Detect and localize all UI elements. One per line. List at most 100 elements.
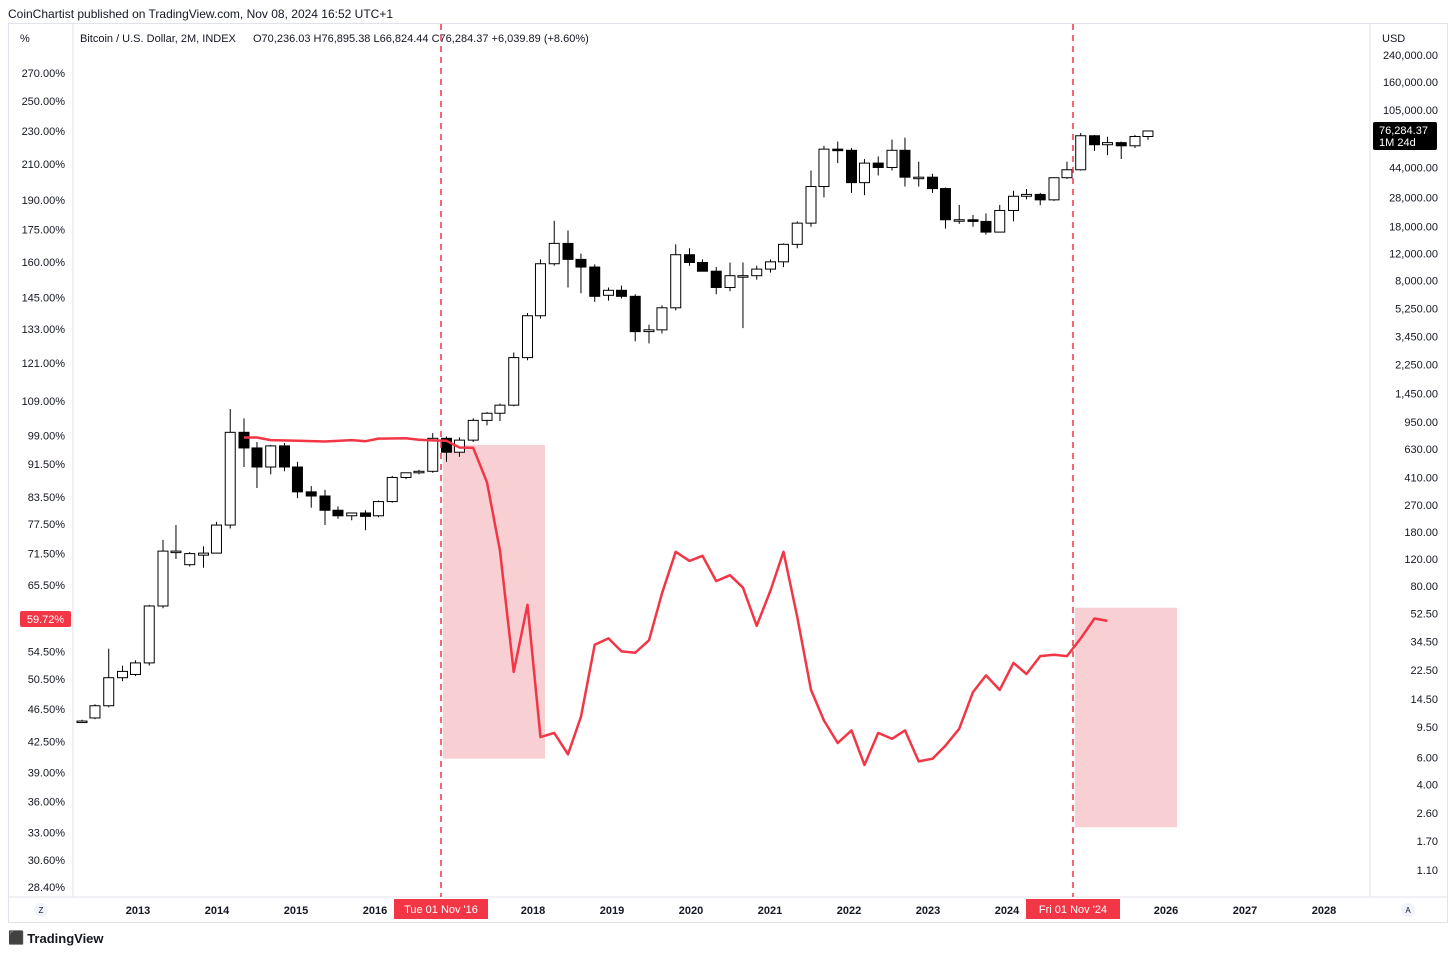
candle-body bbox=[643, 329, 655, 333]
candle-body bbox=[1129, 135, 1141, 147]
left-tick-label: 121.00% bbox=[22, 358, 66, 370]
right-tick-label: 22.50 bbox=[1410, 665, 1438, 677]
right-tick-label: 80.00 bbox=[1410, 581, 1438, 593]
candle-body bbox=[899, 149, 911, 178]
right-tick-label: 34.50 bbox=[1410, 637, 1438, 649]
right-tick-label: 9.50 bbox=[1417, 722, 1438, 734]
ratio-line bbox=[244, 436, 1108, 767]
left-tick-label: 36.00% bbox=[28, 796, 66, 808]
chart-frame[interactable] bbox=[8, 23, 1448, 923]
symbol-title: Bitcoin / U.S. Dollar, 2M, INDEX bbox=[80, 33, 237, 45]
candle-body bbox=[1075, 135, 1087, 171]
candlestick-series bbox=[76, 130, 1154, 724]
left-tick-label: 30.60% bbox=[28, 855, 66, 867]
right-unit-label: USD bbox=[1382, 33, 1405, 45]
right-tick-label: 14.50 bbox=[1410, 694, 1438, 706]
right-tick-label: 8,000.00 bbox=[1395, 275, 1438, 287]
current-percent-badge bbox=[20, 611, 71, 627]
candle-body bbox=[224, 431, 236, 526]
left-tick-label: 175.00% bbox=[22, 225, 66, 237]
candle-body bbox=[1048, 177, 1060, 201]
candle-body bbox=[656, 307, 668, 331]
left-tick-label: 109.00% bbox=[22, 396, 66, 408]
time-tick-label: 2014 bbox=[205, 905, 230, 917]
candle-body bbox=[76, 720, 88, 724]
time-tick-label: 2024 bbox=[995, 905, 1020, 917]
time-tick-label: 2018 bbox=[521, 905, 545, 917]
candle-body bbox=[1101, 142, 1113, 146]
bar-countdown-label: 1M 24d bbox=[1379, 137, 1416, 149]
left-unit-label: % bbox=[20, 33, 30, 45]
candle-body bbox=[467, 419, 479, 441]
right-tick-label: 18,000.00 bbox=[1389, 222, 1438, 234]
zoom-button[interactable] bbox=[34, 903, 48, 917]
tradingview-brand[interactable]: ⬛ TradingView bbox=[8, 930, 104, 946]
left-tick-label: 77.50% bbox=[28, 519, 66, 531]
left-tick-label: 145.00% bbox=[22, 293, 66, 305]
right-tick-label: 240,000.00 bbox=[1383, 50, 1438, 62]
candle-body bbox=[1008, 195, 1019, 211]
right-tick-label: 410.00 bbox=[1404, 472, 1438, 484]
date-marker-badge bbox=[394, 899, 488, 919]
candle-body bbox=[413, 470, 425, 474]
time-tick-label: 2021 bbox=[758, 905, 782, 917]
candle-body bbox=[1061, 169, 1073, 179]
auto-scale-button[interactable] bbox=[1401, 903, 1415, 917]
candle-body bbox=[184, 553, 196, 566]
candle-body bbox=[724, 275, 736, 288]
candle-body bbox=[562, 242, 574, 260]
candle-body bbox=[953, 219, 965, 222]
candle-body bbox=[534, 263, 546, 317]
candle-body bbox=[994, 209, 1006, 233]
candle-body bbox=[737, 275, 749, 278]
left-tick-label: 39.00% bbox=[28, 767, 66, 779]
right-tick-label: 180.00 bbox=[1404, 527, 1438, 539]
right-tick-label: 2,250.00 bbox=[1395, 360, 1438, 372]
last-price-label: 76,284.37 bbox=[1379, 125, 1428, 137]
ohlc-readout: O70,236.03 H76,895.38 L66,824.44 C76,284… bbox=[253, 33, 589, 45]
left-tick-label: 83.50% bbox=[28, 492, 66, 504]
candle-body bbox=[143, 605, 155, 664]
right-tick-label: 2.60 bbox=[1417, 808, 1438, 820]
candle-body bbox=[386, 476, 398, 503]
candle-body bbox=[805, 186, 817, 224]
time-tick-label: 2026 bbox=[1154, 905, 1178, 917]
time-tick-label: 2013 bbox=[126, 905, 150, 917]
time-tick-label: 2028 bbox=[1312, 905, 1336, 917]
shaded-zones bbox=[443, 444, 1177, 828]
candle-body bbox=[913, 176, 925, 180]
candle-body bbox=[117, 670, 128, 679]
candle-body bbox=[872, 162, 884, 168]
time-tick-label: 2015 bbox=[284, 905, 308, 917]
candle-body bbox=[372, 501, 384, 517]
candle-body bbox=[103, 677, 115, 707]
right-tick-label: 1.70 bbox=[1417, 836, 1438, 848]
right-tick-label: 270.00 bbox=[1404, 500, 1438, 512]
candle-body bbox=[927, 176, 938, 190]
left-tick-label: 190.00% bbox=[22, 195, 66, 207]
left-tick-label: 28.40% bbox=[28, 882, 66, 894]
candle-body bbox=[360, 512, 371, 517]
candle-body bbox=[1142, 130, 1154, 137]
candle-body bbox=[710, 270, 722, 288]
left-tick-label: 91.50% bbox=[28, 459, 66, 471]
candle-body bbox=[615, 289, 627, 297]
left-tick-label: 270.00% bbox=[22, 68, 66, 80]
time-tick-label: 2016 bbox=[363, 905, 387, 917]
candle-body bbox=[170, 550, 182, 554]
candle-body bbox=[210, 524, 222, 554]
candle-body bbox=[684, 254, 695, 263]
time-tick-label: 2023 bbox=[916, 905, 940, 917]
left-tick-label: 33.00% bbox=[28, 828, 66, 840]
right-tick-label: 160,000.00 bbox=[1383, 77, 1438, 89]
candle-body bbox=[494, 404, 506, 414]
date-markers: Tue 01 Nov '16 Fri 01 Nov '24 bbox=[394, 24, 1120, 919]
publisher-caption: CoinChartist published on TradingView.co… bbox=[8, 7, 394, 21]
current-percent-label: 59.72% bbox=[27, 614, 65, 626]
left-tick-label: 46.50% bbox=[28, 704, 66, 716]
candle-body bbox=[886, 149, 898, 168]
left-tick-label: 133.00% bbox=[22, 324, 66, 336]
candle-body bbox=[305, 491, 317, 497]
left-tick-label: 42.50% bbox=[28, 736, 66, 748]
